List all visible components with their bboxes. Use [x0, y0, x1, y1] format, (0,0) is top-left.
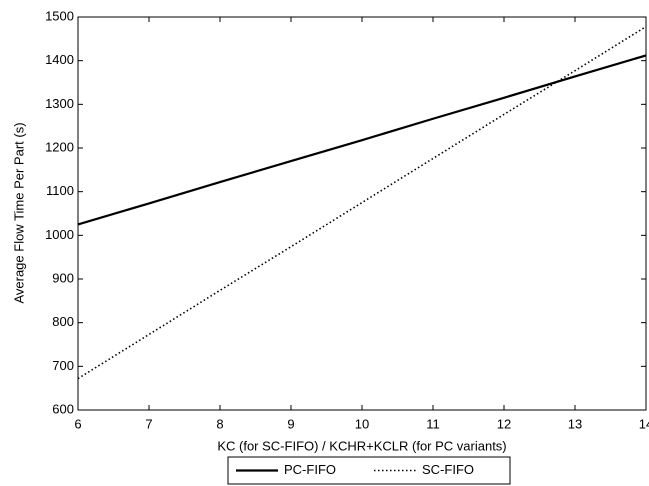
y-tick-label: 1100	[46, 183, 74, 198]
legend-label: SC-FIFO	[422, 462, 474, 477]
x-tick-label: 14	[639, 416, 649, 431]
series-line	[77, 54, 647, 226]
x-tick-label: 13	[568, 416, 582, 431]
x-tick-label: 6	[74, 416, 81, 431]
y-axis-label: Average Flow Time Per Part (s)	[11, 122, 26, 303]
y-tick-label: 1200	[45, 139, 74, 154]
x-tick-label: 10	[355, 416, 369, 431]
y-tick-label: 1500	[45, 8, 74, 23]
y-tick-label: 1400	[45, 52, 74, 67]
x-tick-label: 7	[145, 416, 152, 431]
y-tick-label: 700	[52, 358, 74, 373]
x-tick-label: 12	[497, 416, 511, 431]
x-tick-label: 11	[426, 416, 440, 431]
legend-label: PC-FIFO	[284, 462, 336, 477]
y-tick-label: 900	[52, 270, 74, 285]
x-tick-label: 8	[216, 416, 223, 431]
series-line	[77, 25, 647, 380]
y-tick-label: 600	[52, 401, 74, 416]
y-tick-label: 1300	[45, 96, 74, 111]
y-tick-label: 1000	[45, 227, 74, 242]
x-axis-label: KC (for SC-FIFO) / KCHR+KCLR (for PC var…	[217, 438, 506, 453]
y-tick-label: 800	[52, 314, 74, 329]
x-tick-label: 9	[287, 416, 294, 431]
plot-frame	[77, 16, 647, 411]
